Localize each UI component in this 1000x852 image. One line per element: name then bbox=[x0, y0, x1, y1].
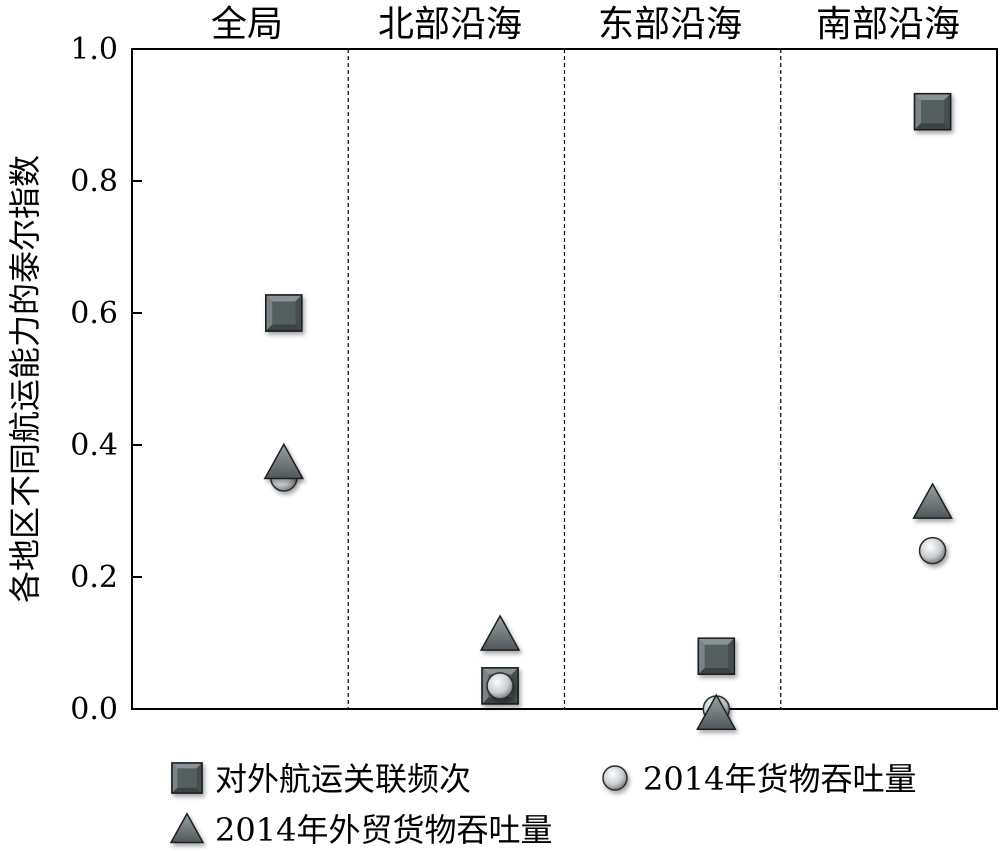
y-tick-label: 0.4 bbox=[70, 428, 118, 463]
marker-triangle-2 bbox=[696, 693, 737, 731]
data-markers bbox=[263, 92, 953, 731]
panel-label-east: 东部沿海 bbox=[598, 4, 742, 45]
marker-square-0 bbox=[265, 294, 303, 332]
y-tick-label: 0.2 bbox=[70, 560, 118, 595]
marker-square-3 bbox=[913, 92, 952, 131]
legend-circle bbox=[602, 765, 628, 791]
legend-label-series-3: 2014年外贸货物吞吐量 bbox=[215, 811, 552, 849]
y-tick-label: 0.8 bbox=[70, 164, 118, 199]
legend-circle-marker bbox=[602, 765, 628, 791]
marker-triangle-1 bbox=[479, 614, 521, 651]
marker-triangle-3 bbox=[912, 482, 953, 519]
y-tick-label: 0.0 bbox=[70, 692, 118, 727]
legend-triangle bbox=[169, 812, 205, 844]
panel-label-south: 南部沿海 bbox=[816, 4, 960, 45]
legend-triangle-marker bbox=[169, 812, 205, 844]
panel-label-all: 全局 bbox=[211, 4, 283, 45]
y-axis: 0.0 0.2 0.4 0.6 0.8 1.0 bbox=[70, 32, 142, 727]
y-tick-label: 0.6 bbox=[70, 296, 118, 331]
marker-circle-1 bbox=[486, 672, 514, 700]
panel-label-north: 北部沿海 bbox=[378, 4, 522, 45]
legend-square bbox=[171, 762, 203, 794]
marker-circle-3 bbox=[918, 536, 947, 565]
y-axis-label: 各地区不同航运能力的泰尔指数 bbox=[6, 155, 44, 603]
y-tick-label: 1.0 bbox=[70, 32, 118, 67]
marker-square-2 bbox=[697, 637, 736, 675]
legend-label-series-1: 对外航运关联频次 bbox=[215, 760, 471, 798]
legend: 对外航运关联频次 2014年货物吞吐量 2014年外贸货物吞吐量 bbox=[169, 760, 916, 849]
marker-triangle-0 bbox=[263, 442, 305, 480]
legend-label-series-2: 2014年货物吞吐量 bbox=[643, 760, 916, 798]
legend-square-marker bbox=[171, 762, 203, 794]
